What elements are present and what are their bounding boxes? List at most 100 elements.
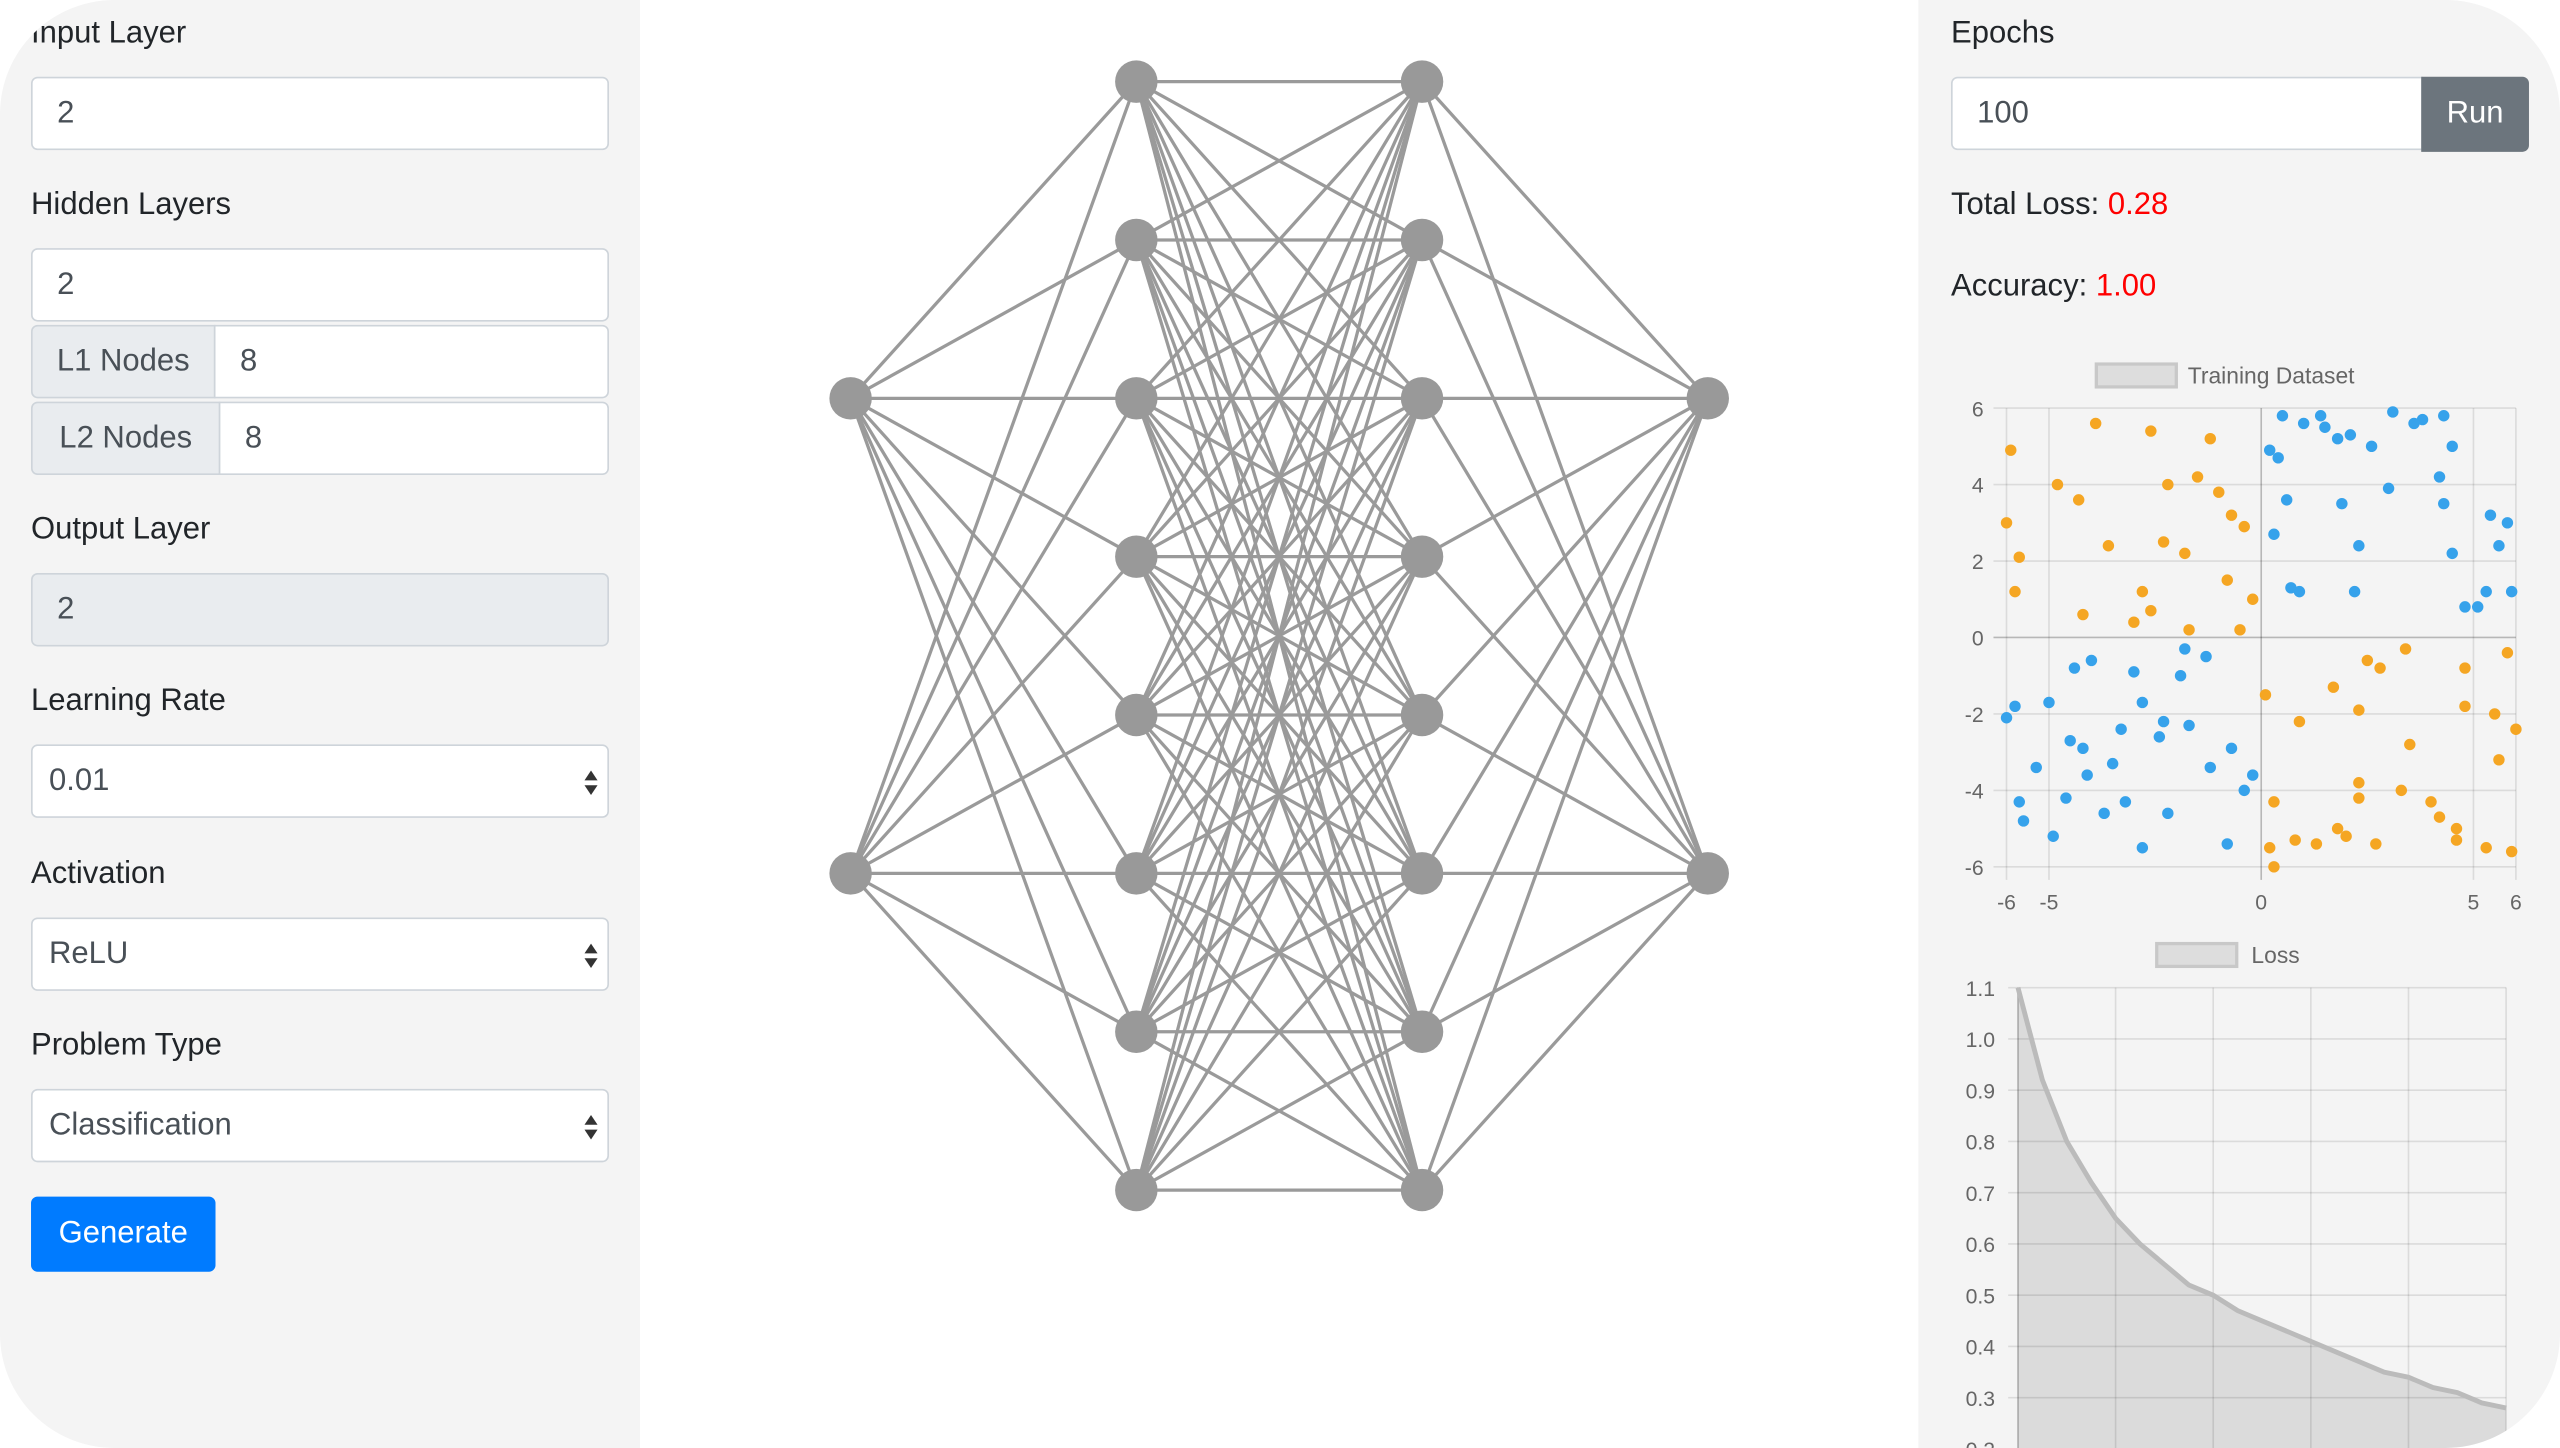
l2-nodes-field[interactable]: 8: [218, 401, 609, 476]
data-point: [2268, 528, 2280, 540]
data-point: [2319, 421, 2331, 433]
data-point: [2128, 666, 2140, 678]
data-point: [2128, 616, 2140, 628]
neuron: [1400, 693, 1444, 737]
y-tick-label: 0: [1972, 628, 1984, 651]
l1-nodes-field[interactable]: 8: [213, 324, 609, 399]
activation-select[interactable]: ReLU: [31, 917, 609, 991]
data-point: [2501, 647, 2514, 659]
data-point: [2340, 830, 2352, 842]
data-point: [2183, 719, 2195, 732]
generate-button[interactable]: Generate: [31, 1196, 216, 1272]
y-tick-label: -4: [1965, 781, 1984, 804]
data-point: [2505, 585, 2518, 598]
connection: [1135, 80, 1424, 400]
stat: Total Loss: 0.28: [1951, 188, 2168, 224]
data-point: [2450, 834, 2463, 846]
data-point: [2238, 784, 2250, 797]
connection: [1421, 396, 1709, 559]
loss-line: [2015, 987, 2507, 1411]
neuron: [1686, 377, 1729, 420]
legend-swatch: [2155, 941, 2239, 969]
label: Output Layer: [31, 512, 211, 547]
data-point: [2213, 486, 2225, 498]
hidden-layers-field[interactable]: 2: [31, 248, 609, 322]
learning-rate-select[interactable]: 0.01: [31, 744, 609, 818]
y-tick-label: 0.6: [1966, 1234, 1996, 1257]
data-point: [2263, 842, 2276, 854]
y-tick-label: 6: [1972, 398, 1984, 421]
data-point: [2234, 624, 2246, 636]
data-point: [2081, 769, 2093, 781]
data-point: [2089, 417, 2102, 430]
data-point: [2005, 444, 2017, 456]
x-tick-label: -6: [1997, 891, 2016, 914]
data-point: [2085, 654, 2098, 667]
data-point: [2191, 471, 2204, 483]
connection: [1135, 80, 1423, 242]
data-point: [2179, 547, 2191, 560]
run-button[interactable]: Run: [2421, 76, 2529, 152]
connection: [849, 397, 1138, 875]
data-point: [2153, 731, 2166, 743]
data-point: [2408, 417, 2420, 430]
data-point: [2272, 452, 2284, 464]
data-point: [2404, 738, 2416, 751]
neuron: [1400, 377, 1444, 420]
neuron: [1115, 218, 1158, 262]
data-point: [2433, 811, 2446, 823]
data-point: [2433, 471, 2446, 483]
data-point: [2174, 669, 2187, 682]
y-tick-label: 4: [1972, 475, 1984, 498]
data-point: [2077, 742, 2089, 755]
data-point: [2280, 494, 2293, 506]
data-point: [2501, 517, 2514, 529]
connections: [849, 79, 1710, 1192]
y-tick-label: 2: [1972, 551, 1984, 574]
data-point: [2013, 551, 2025, 563]
data-point: [2013, 796, 2025, 808]
data-point: [2051, 478, 2064, 491]
connection: [849, 81, 1138, 874]
data-point: [2471, 601, 2484, 613]
neuron: [1115, 377, 1158, 420]
data-point: [2450, 822, 2463, 835]
connection: [1134, 397, 1424, 1191]
connection: [1135, 1030, 1423, 1192]
data-point: [2446, 440, 2458, 453]
data-point: [2285, 582, 2297, 594]
data-point: [2009, 585, 2021, 598]
input-layer-field[interactable]: 2: [31, 76, 609, 151]
data-point: [2387, 406, 2399, 418]
data-point: [2382, 482, 2395, 495]
data-point: [2310, 838, 2323, 850]
data-point: [2204, 432, 2216, 445]
data-point: [2353, 777, 2365, 789]
data-point: [2353, 792, 2365, 804]
data-point: [2043, 696, 2055, 709]
data-point: [2247, 593, 2259, 605]
data-point: [2425, 796, 2437, 808]
data-point: [2119, 796, 2132, 808]
connection: [1420, 872, 1709, 1192]
data-point: [2225, 509, 2238, 521]
data-point: [2000, 517, 2013, 529]
connection: [1420, 397, 1709, 717]
stat-label: Accuracy:: [1951, 269, 2088, 304]
connection: [849, 555, 1138, 875]
neuron: [1115, 693, 1158, 737]
neuron: [1115, 535, 1158, 578]
connection: [1421, 871, 1709, 1034]
neuron: [1400, 218, 1444, 262]
data-point: [2115, 723, 2127, 735]
data-point: [2136, 585, 2149, 598]
data-point: [2136, 696, 2149, 709]
problem-type-select[interactable]: Classification: [31, 1088, 609, 1163]
data-point: [2263, 444, 2276, 456]
label: Epochs: [1951, 16, 2055, 51]
data-point: [2314, 410, 2327, 422]
epochs-field[interactable]: 100: [1951, 76, 2423, 151]
data-point: [2395, 784, 2408, 797]
